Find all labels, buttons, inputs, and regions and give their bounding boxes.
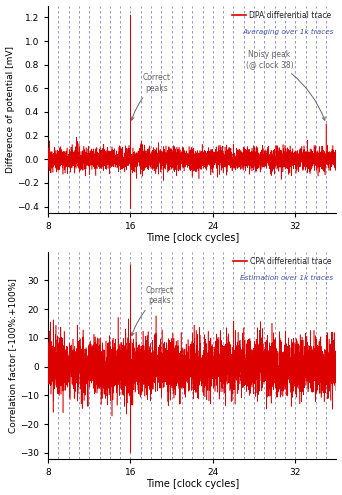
Legend: CPA differential trace: CPA differential trace: [231, 255, 333, 267]
X-axis label: Time [clock cycles]: Time [clock cycles]: [146, 480, 239, 490]
Text: Noisy peak
(@ clock 38): Noisy peak (@ clock 38): [246, 50, 325, 120]
Legend: DPA differential trace: DPA differential trace: [231, 9, 333, 21]
Y-axis label: Difference of potential [mV]: Difference of potential [mV]: [5, 46, 15, 173]
Text: Correct
peaks: Correct peaks: [131, 286, 173, 336]
Text: Averaging over 1k traces: Averaging over 1k traces: [242, 29, 333, 36]
Y-axis label: Correlation factor [-100%:+100%]: Correlation factor [-100%:+100%]: [8, 278, 17, 433]
Text: Estimation over 1k traces: Estimation over 1k traces: [240, 276, 333, 282]
X-axis label: Time [clock cycles]: Time [clock cycles]: [146, 233, 239, 244]
Text: Correct
peaks: Correct peaks: [131, 73, 170, 120]
